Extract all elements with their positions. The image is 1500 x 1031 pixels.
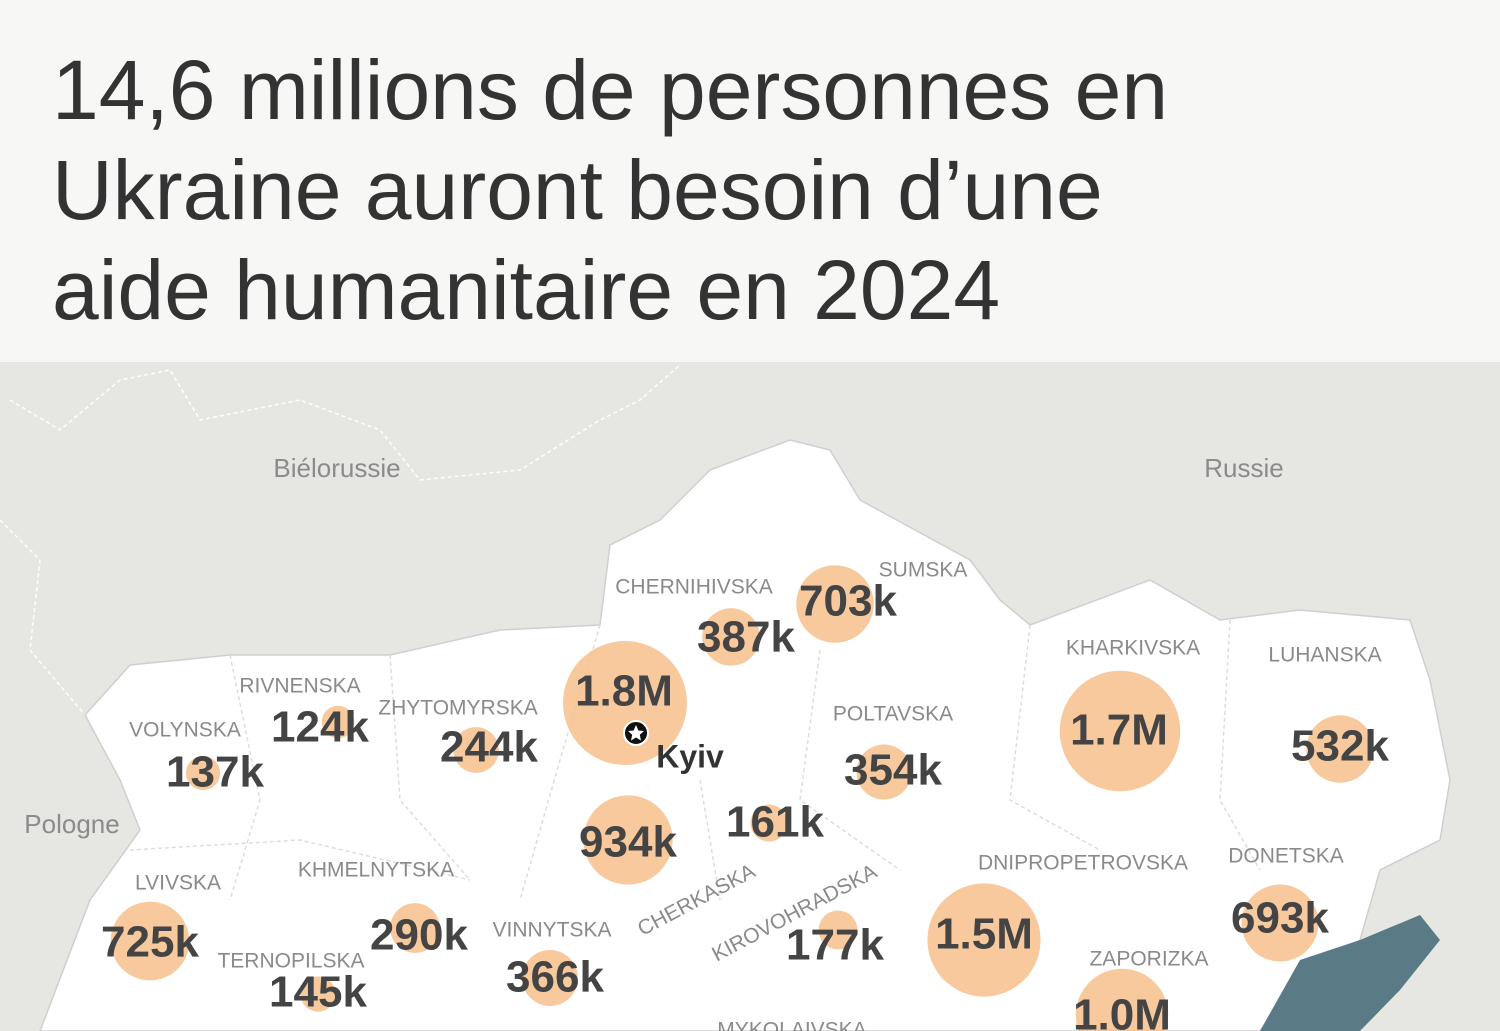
- bubble: [583, 795, 673, 885]
- header: 14,6 millions de personnes en Ukraine au…: [0, 0, 1500, 362]
- region-label: DONETSKA: [1228, 845, 1344, 868]
- value-label: 145k: [269, 968, 367, 1017]
- value-label: 532k: [1291, 722, 1389, 771]
- region-label: RIVNENSKA: [239, 675, 360, 698]
- value-label: 366k: [506, 953, 604, 1002]
- value-label: 1.5M: [935, 910, 1033, 959]
- bubble: [818, 910, 858, 950]
- bubble: [1306, 715, 1374, 783]
- country-label: Biélorussie: [273, 453, 400, 483]
- bubble: [1075, 968, 1169, 1031]
- region-label: MYKOLAIVSKA: [717, 1019, 866, 1031]
- bubble: [185, 755, 221, 791]
- bubble: [522, 950, 578, 1006]
- value-label: 290k: [370, 911, 468, 960]
- region-label: CHERNIHIVSKA: [615, 576, 773, 599]
- region-label: KHARKIVSKA: [1066, 637, 1200, 660]
- region-label: VOLYNSKA: [129, 719, 241, 742]
- region-label: ZAPORIZKA: [1089, 948, 1208, 971]
- value-label: 693k: [1231, 894, 1329, 943]
- title-line: Ukraine auront besoin d’une: [52, 143, 1103, 237]
- value-label: 244k: [440, 723, 538, 772]
- sea: [1260, 915, 1440, 1031]
- value-label: 934k: [579, 818, 677, 867]
- country-label: Russie: [1204, 453, 1283, 483]
- title-line: 14,6 millions de personnes en: [52, 43, 1169, 137]
- region-label: LUHANSKA: [1268, 644, 1381, 667]
- region-label: SUMSKA: [879, 559, 968, 582]
- city-star: [628, 725, 644, 741]
- bubble: [110, 901, 190, 981]
- bubble: [321, 705, 355, 739]
- bubble: [563, 641, 687, 765]
- value-label: 387k: [697, 613, 795, 662]
- title-line: aide humanitaire en 2024: [52, 243, 1001, 337]
- bubble: [702, 608, 760, 666]
- bubble: [390, 903, 440, 953]
- region-label: VINNYTSKA: [492, 919, 611, 942]
- map: Biélorussie Russie Pologne CHERNIHIVSKA S…: [0, 362, 1500, 1031]
- border: [0, 364, 681, 716]
- value-label: 725k: [101, 918, 199, 967]
- value-label: 1.0M: [1073, 991, 1171, 1031]
- value-label: 124k: [271, 703, 369, 752]
- bubble: [1059, 670, 1181, 792]
- country-label: Pologne: [24, 809, 119, 839]
- bubble: [1241, 884, 1319, 962]
- region-borders: [129, 619, 1261, 901]
- region-label: KHMELNYTSKA: [298, 859, 454, 882]
- value-label: 1.8M: [575, 667, 673, 716]
- city-label: Kyiv: [656, 738, 724, 774]
- value-label: 1.7M: [1070, 706, 1168, 755]
- region-label: LVIVSKA: [135, 872, 221, 895]
- region-label: POLTAVSKA: [833, 703, 953, 726]
- bubble: [927, 883, 1041, 997]
- bubble: [453, 727, 499, 773]
- value-label: 354k: [844, 746, 942, 795]
- value-label: 161k: [726, 798, 824, 847]
- value-label: 137k: [166, 748, 264, 797]
- region-label: ZHYTOMYRSKA: [378, 697, 537, 720]
- value-label: 703k: [799, 577, 897, 626]
- bubble: [856, 744, 912, 800]
- region-label: TERNOPILSKA: [217, 950, 364, 973]
- bubble: [300, 976, 336, 1012]
- bubble: [796, 565, 874, 643]
- bubble: [750, 804, 788, 842]
- value-label: 177k: [786, 921, 884, 970]
- region-label: DNIPROPETROVSKA: [978, 852, 1188, 875]
